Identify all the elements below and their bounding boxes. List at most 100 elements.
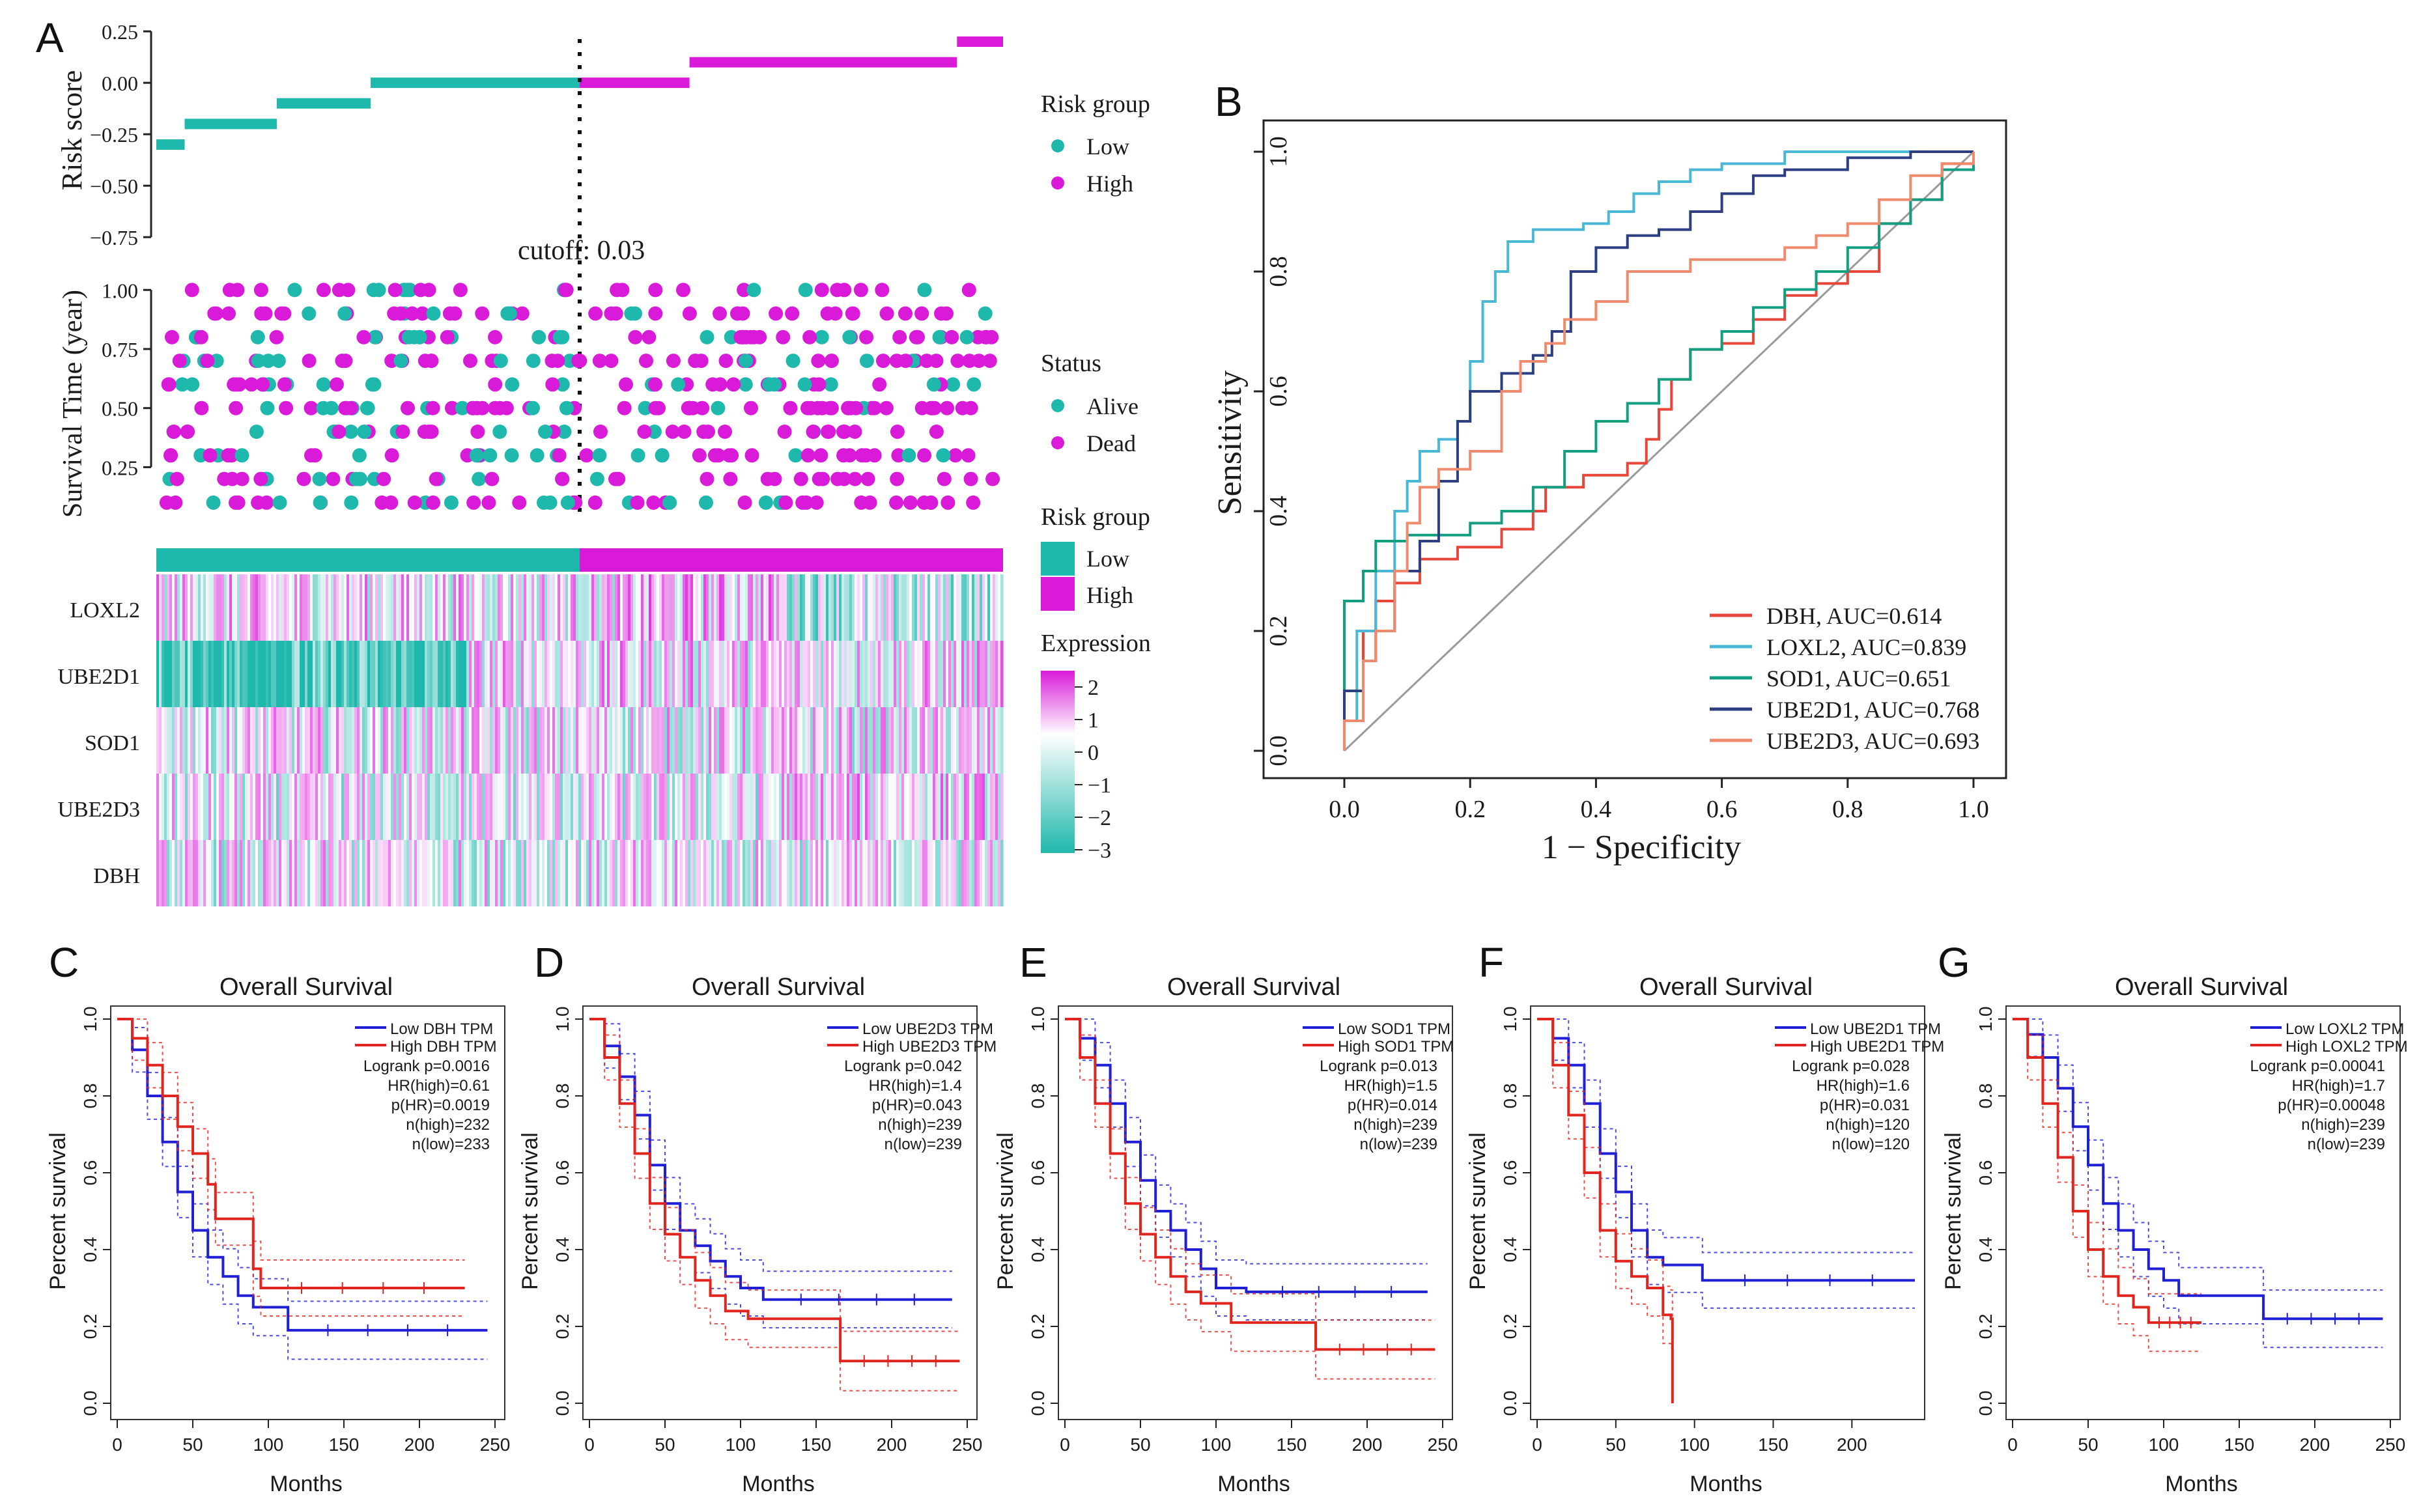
heatmap-cell bbox=[300, 840, 303, 906]
heatmap-cell bbox=[774, 707, 777, 774]
heatmap-cell bbox=[558, 574, 561, 641]
heatmap-cell bbox=[417, 641, 420, 707]
heatmap-cells bbox=[156, 574, 1004, 906]
heatmap-cell bbox=[891, 641, 894, 707]
roc-xtick-label: 0.2 bbox=[1454, 796, 1486, 823]
heatmap-cell bbox=[641, 641, 644, 707]
heatmap-cell bbox=[954, 774, 957, 840]
heatmap-cell bbox=[195, 707, 199, 774]
heatmap-cell bbox=[625, 774, 629, 840]
heatmap-cell bbox=[623, 707, 626, 774]
heatmap-cell bbox=[573, 574, 576, 641]
km-ci-lower bbox=[589, 1018, 960, 1392]
survival-dot bbox=[890, 425, 905, 439]
km-ytick-label: 1.0 bbox=[1975, 1007, 1996, 1032]
heatmap-cell bbox=[558, 641, 561, 707]
heatmap-cell bbox=[821, 840, 824, 906]
heatmap-cell bbox=[581, 774, 584, 840]
heatmap-cell bbox=[500, 707, 503, 774]
heatmap-cell bbox=[961, 574, 965, 641]
heatmap-cell bbox=[323, 641, 326, 707]
survival-dot bbox=[406, 329, 421, 344]
km-xtick-label: 150 bbox=[1277, 1435, 1307, 1455]
km-curve-low bbox=[2013, 1018, 2383, 1321]
km-xtick-label: 200 bbox=[1837, 1435, 1867, 1455]
survival-dot bbox=[313, 495, 328, 510]
heatmap-cell bbox=[675, 574, 678, 641]
heatmap-cell bbox=[201, 641, 204, 707]
heatmap-cell bbox=[685, 840, 688, 906]
heatmap-cell bbox=[844, 641, 847, 707]
survival-ytick-label: 0.50 bbox=[102, 397, 138, 421]
heatmap-cell bbox=[448, 641, 451, 707]
survival-dot bbox=[530, 448, 545, 463]
heatmap-cell bbox=[683, 840, 686, 906]
heatmap-cell bbox=[802, 707, 806, 774]
survival-dot bbox=[225, 471, 240, 486]
heatmap-cell bbox=[696, 840, 699, 906]
heatmap-cell bbox=[789, 840, 793, 906]
heatmap-cell bbox=[610, 707, 613, 774]
survival-dot bbox=[426, 306, 441, 321]
survival-dot bbox=[384, 448, 399, 463]
heatmap-cell bbox=[281, 707, 285, 774]
survival-dot bbox=[384, 495, 399, 510]
heatmap-cell bbox=[349, 574, 352, 641]
heatmap-cell bbox=[440, 574, 444, 641]
heatmap-cell bbox=[221, 574, 225, 641]
heatmap-cell bbox=[677, 774, 681, 840]
heatmap-cell bbox=[620, 574, 623, 641]
survival-dot bbox=[862, 495, 877, 510]
survival-dot bbox=[253, 471, 268, 486]
heatmap-cell bbox=[211, 840, 214, 906]
heatmap-cell bbox=[550, 707, 553, 774]
survival-dot bbox=[961, 448, 976, 463]
heatmap-cell bbox=[539, 574, 543, 641]
heatmap-cell bbox=[584, 840, 587, 906]
heatmap-cell bbox=[208, 574, 212, 641]
heatmap-cell bbox=[526, 840, 530, 906]
heatmap-cell bbox=[276, 574, 279, 641]
heatmap-cell bbox=[399, 641, 402, 707]
survival-dot bbox=[814, 329, 829, 344]
heatmap-cell bbox=[565, 707, 569, 774]
heatmap-cell bbox=[732, 641, 735, 707]
heatmap-cell bbox=[529, 774, 532, 840]
heatmap-cell bbox=[521, 641, 524, 707]
survival-dot bbox=[630, 448, 645, 463]
heatmap-cell bbox=[815, 641, 819, 707]
heatmap-cell bbox=[909, 707, 912, 774]
heatmap-cell bbox=[232, 774, 235, 840]
heatmap-cell bbox=[305, 774, 308, 840]
heatmap-cell bbox=[258, 574, 261, 641]
heatmap-cell bbox=[990, 707, 993, 774]
heatmap-cell bbox=[503, 574, 506, 641]
heatmap-cell bbox=[779, 774, 782, 840]
heatmap-cell bbox=[810, 774, 813, 840]
survival-dot bbox=[978, 306, 993, 321]
survival-dot bbox=[982, 354, 997, 369]
heatmap-cell bbox=[341, 574, 345, 641]
heatmap-cell bbox=[227, 641, 230, 707]
survival-dot bbox=[500, 306, 515, 321]
heatmap-cell bbox=[964, 707, 967, 774]
heatmap-cell bbox=[232, 840, 235, 906]
survival-dot bbox=[475, 306, 490, 321]
heatmap-cell bbox=[834, 774, 837, 840]
heatmap-cell bbox=[638, 707, 642, 774]
heatmap-cell bbox=[834, 574, 837, 641]
heatmap-cell bbox=[774, 574, 777, 641]
heatmap-cell bbox=[568, 840, 571, 906]
survival-dot bbox=[194, 400, 209, 415]
km-stat-line: p(HR)=0.031 bbox=[1820, 1097, 1910, 1114]
heatmap-cell bbox=[524, 641, 527, 707]
heatmap-cell bbox=[271, 641, 274, 707]
heatmap-cell bbox=[756, 840, 759, 906]
survival-dot bbox=[841, 400, 856, 415]
heatmap-cell bbox=[271, 774, 274, 840]
heatmap-cell bbox=[649, 574, 652, 641]
heatmap-cell bbox=[894, 574, 897, 641]
heatmap-cell bbox=[612, 641, 615, 707]
expression-colorbar bbox=[1041, 671, 1075, 853]
km-ci-lower bbox=[117, 1018, 465, 1317]
